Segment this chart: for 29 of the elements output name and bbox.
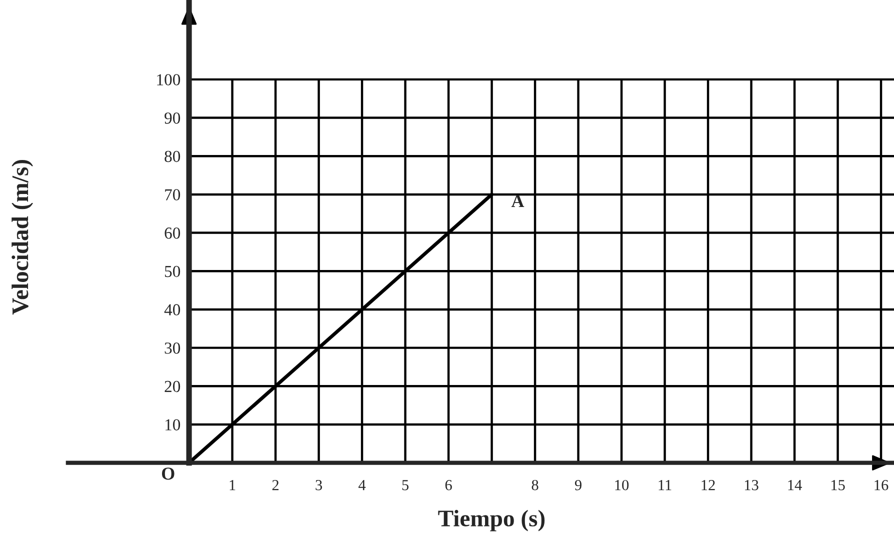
annotation: A — [511, 195, 524, 207]
x-tick-label: 2 — [272, 480, 279, 490]
x-tick-label: 8 — [532, 480, 538, 490]
x-tick-label: 13 — [744, 480, 758, 490]
y-tick-label: 70 — [165, 189, 180, 200]
x-tick-label: 6 — [445, 480, 452, 490]
x-tick-label: 3 — [316, 480, 322, 490]
y-tick-label: 60 — [164, 227, 180, 239]
x-tick-label: 10 — [615, 480, 629, 490]
y-tick-label: 40 — [164, 304, 180, 316]
x-tick-label: 9 — [574, 480, 582, 490]
y-axis-title: Velocidad (m/s) — [12, 160, 34, 315]
annotation: O — [162, 468, 174, 480]
y-tick-label: 50 — [165, 266, 180, 278]
y-tick-label: 30 — [164, 342, 180, 354]
x-tick-label: 4 — [358, 480, 366, 490]
x-tick-label: 11 — [658, 480, 672, 490]
y-tick-label: 10 — [166, 419, 180, 430]
x-tick-label: 15 — [831, 480, 845, 490]
x-tick-label: 1 — [230, 480, 236, 490]
y-tick-label: 90 — [164, 112, 180, 124]
x-tick-label: 16 — [874, 480, 888, 490]
x-tick-label: 12 — [702, 480, 715, 490]
x-axis-title: Tiempo (s) — [438, 510, 545, 532]
x-tick-label: 5 — [402, 480, 409, 490]
y-tick-label: 20 — [164, 380, 180, 392]
y-tick-label: 80 — [164, 150, 180, 162]
x-tick-label: 14 — [788, 480, 802, 490]
y-tick-label: 100 — [157, 74, 180, 86]
